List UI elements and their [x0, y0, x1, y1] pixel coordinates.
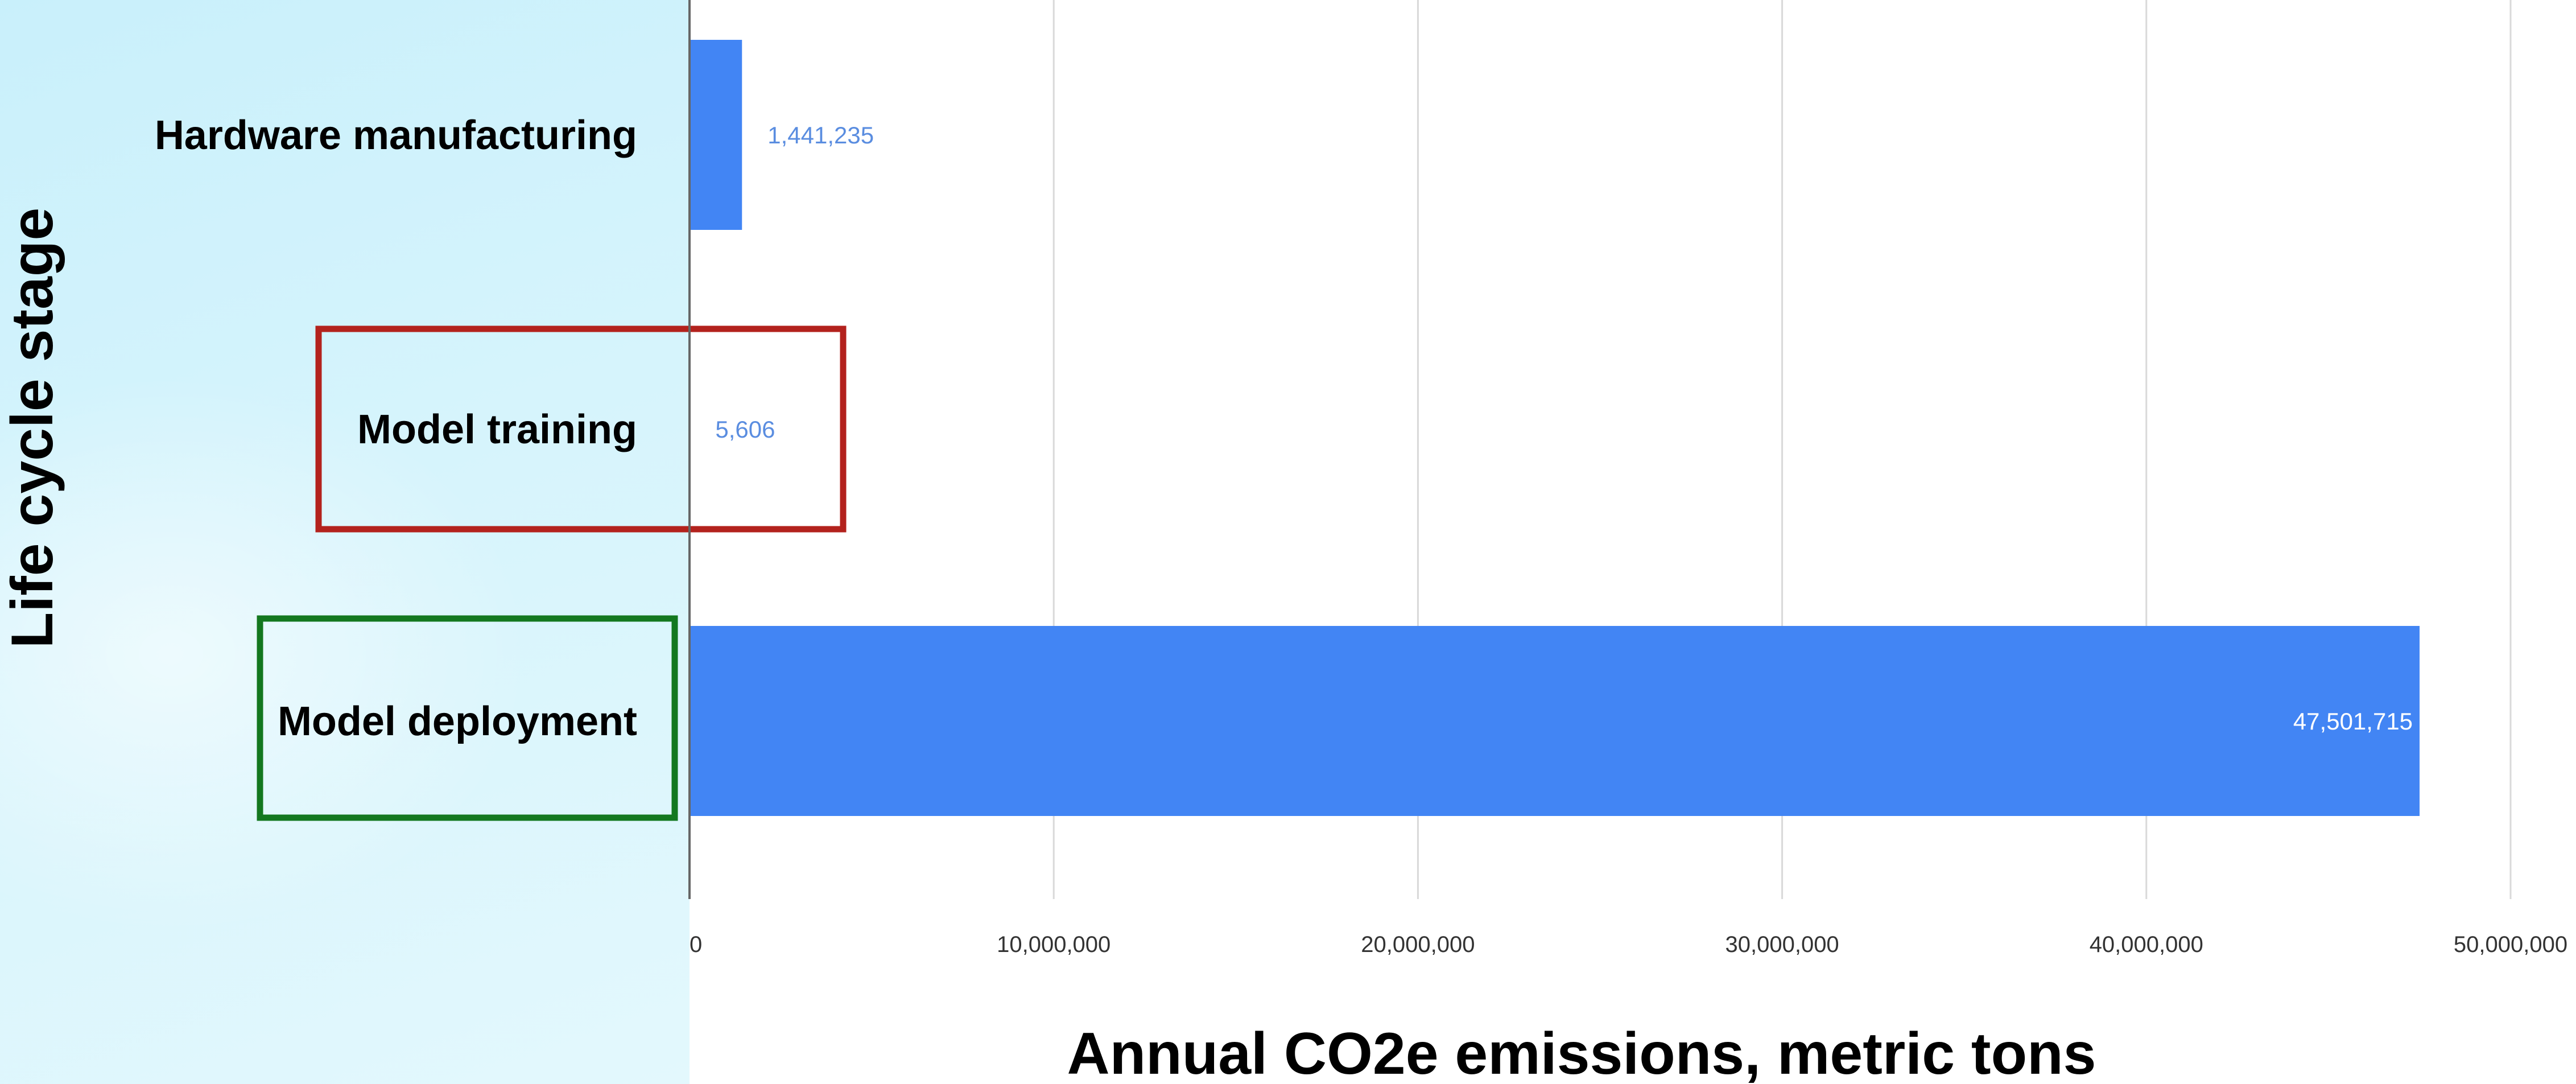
bar-hardware-manufacturing [690, 40, 742, 230]
x-tick-label: 30,000,000 [1725, 932, 1839, 957]
highlight-boxes [257, 325, 847, 821]
slide-background [0, 0, 690, 1084]
x-tick-label: 10,000,000 [997, 932, 1111, 957]
data-label: 5,606 [715, 416, 775, 443]
bar-model-deployment [690, 626, 2420, 816]
highlight-box-model-deployment [257, 615, 678, 821]
category-label: Model training [357, 407, 637, 452]
x-tick-label: 20,000,000 [1361, 932, 1475, 957]
category-label: Model deployment [278, 699, 637, 744]
labels: 0 10,000,000 20,000,000 30,000,000 40,000,00… [155, 113, 2567, 957]
highlight-box-model-training [315, 325, 847, 533]
bars [690, 40, 2420, 816]
data-label: 1,441,235 [767, 122, 874, 149]
category-label: Hardware manufacturing [155, 113, 637, 158]
x-tick-label: 50,000,000 [2454, 932, 2567, 957]
data-label: 47,501,715 [2293, 708, 2413, 735]
x-tick-label: 0 [690, 932, 702, 957]
x-axis-title: Annual CO2e emissions, metric tons [1067, 1021, 2096, 1084]
x-tick-label: 40,000,000 [2090, 932, 2203, 957]
y-axis-title: Life cycle stage [0, 208, 65, 649]
